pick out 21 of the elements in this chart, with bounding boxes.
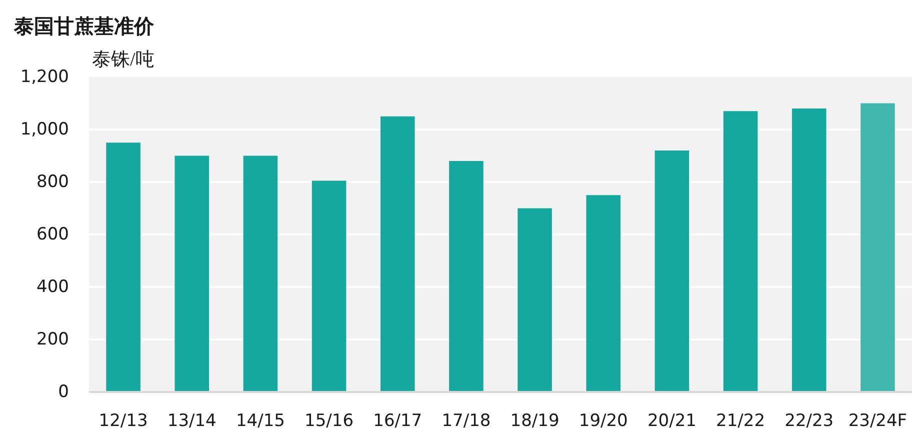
title: 泰国甘蔗基准价 xyxy=(14,16,154,38)
y-tick-label: 600 xyxy=(36,224,69,244)
y-axis-title: 泰铢/吨 xyxy=(92,50,154,70)
x-tick-label: 21/22 xyxy=(716,411,766,431)
x-tick-label: 16/17 xyxy=(373,411,422,431)
y-tick-label: 1,000 xyxy=(20,120,69,140)
x-tick-label: 13/14 xyxy=(167,411,216,431)
x-tick-label: 20/21 xyxy=(647,411,696,431)
x-tick-label: 15/16 xyxy=(304,411,354,431)
x-tick-label: 17/18 xyxy=(442,411,491,431)
x-tick-label: 14/15 xyxy=(236,411,285,431)
y-tick-label: 0 xyxy=(58,382,69,402)
y-tick-label: 200 xyxy=(36,330,69,350)
x-tick-label: 12/13 xyxy=(98,411,148,431)
x-tick-label: 23/24F xyxy=(848,411,908,431)
x-tick-label: 18/19 xyxy=(510,411,560,431)
x-tick-label: 22/23 xyxy=(784,411,834,431)
y-tick-label: 400 xyxy=(36,277,69,297)
y-tick-label: 800 xyxy=(36,172,69,192)
y-tick-label: 1,200 xyxy=(20,67,69,87)
x-tick-label: 19/20 xyxy=(578,411,628,431)
